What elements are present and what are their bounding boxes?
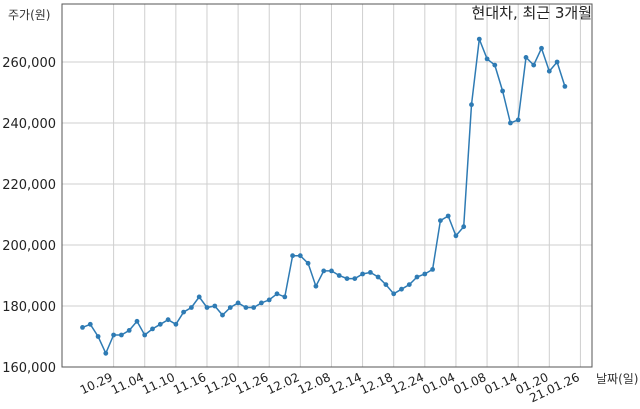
- data-point: [515, 117, 521, 123]
- data-point: [297, 253, 303, 259]
- data-point: [181, 309, 187, 315]
- price-series-points: [80, 36, 568, 356]
- data-point: [375, 274, 381, 280]
- data-point: [103, 350, 109, 356]
- data-point: [165, 317, 171, 323]
- data-point: [313, 283, 319, 289]
- data-point: [111, 332, 116, 338]
- data-point: [539, 45, 544, 51]
- data-point: [212, 303, 218, 309]
- plot-frame: [61, 3, 593, 368]
- data-point: [80, 325, 85, 330]
- data-point: [274, 291, 280, 297]
- data-point: [134, 318, 140, 324]
- chart-title: 현대차, 최근 3개월: [472, 4, 592, 22]
- y-tick-label: 260,000: [2, 56, 56, 71]
- data-point: [189, 305, 194, 310]
- data-point: [476, 36, 482, 42]
- data-point: [196, 294, 202, 300]
- data-point: [150, 326, 155, 332]
- data-point: [204, 305, 210, 310]
- y-tick-label: 220,000: [2, 178, 56, 193]
- data-point: [259, 300, 264, 306]
- data-point: [329, 268, 334, 274]
- data-point: [461, 224, 467, 230]
- data-point: [157, 321, 163, 327]
- y-tick-labels: 160,000 180,000 200,000 220,000 240,000 260,0…: [2, 56, 56, 376]
- data-point: [352, 276, 358, 281]
- data-point: [251, 305, 257, 310]
- data-point: [383, 282, 389, 287]
- data-point: [414, 274, 420, 280]
- data-point: [95, 334, 101, 339]
- data-point: [406, 282, 412, 287]
- data-point: [391, 291, 397, 297]
- data-point: [87, 321, 93, 327]
- data-point: [266, 297, 272, 303]
- data-point: [282, 294, 288, 300]
- data-point: [173, 321, 179, 327]
- y-gridlines: [62, 61, 592, 368]
- data-point: [235, 300, 241, 306]
- data-point: [523, 55, 529, 60]
- data-point: [119, 332, 124, 338]
- data-point: [422, 271, 428, 277]
- data-point: [321, 268, 327, 274]
- data-point: [438, 218, 443, 224]
- data-point: [243, 305, 249, 310]
- data-point: [453, 233, 459, 239]
- data-point: [305, 260, 311, 266]
- data-point: [508, 120, 513, 126]
- data-point: [546, 68, 552, 74]
- y-tick-label: 240,000: [2, 117, 56, 132]
- data-point: [554, 59, 560, 65]
- data-point: [445, 213, 451, 219]
- data-point: [290, 253, 295, 259]
- y-tick-label: 160,000: [2, 361, 56, 376]
- x-axis-label: 날짜(일): [596, 372, 638, 386]
- data-point: [142, 332, 148, 338]
- x-tick-labels: 10.2911.0411.1011.1611.2011.2612.0212.08…: [78, 370, 582, 405]
- y-axis-label: 주가(원): [8, 8, 50, 22]
- data-point: [126, 328, 132, 333]
- data-point: [344, 276, 350, 281]
- y-tick-label: 200,000: [2, 239, 56, 254]
- data-point: [227, 305, 233, 310]
- data-point: [220, 312, 225, 318]
- data-point: [360, 271, 365, 277]
- data-point: [336, 273, 342, 278]
- data-point: [368, 270, 373, 275]
- y-tick-label: 180,000: [2, 300, 56, 315]
- data-point: [500, 88, 505, 94]
- data-point: [469, 102, 474, 108]
- data-point: [399, 286, 404, 292]
- data-point: [562, 84, 568, 89]
- data-point: [531, 62, 537, 68]
- data-point: [430, 267, 435, 272]
- data-point: [492, 62, 498, 68]
- data-point: [484, 56, 490, 62]
